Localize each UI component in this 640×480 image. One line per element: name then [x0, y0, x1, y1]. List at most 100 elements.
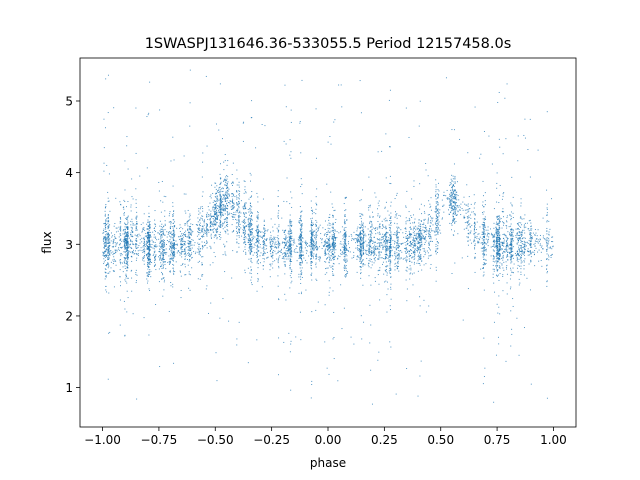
data-point — [300, 256, 302, 258]
data-point — [405, 257, 407, 259]
data-point — [244, 269, 246, 271]
data-point — [240, 212, 242, 214]
data-point — [124, 223, 126, 225]
data-point — [482, 253, 484, 255]
data-point — [209, 218, 211, 220]
data-point — [506, 254, 508, 256]
data-point — [493, 250, 495, 252]
data-point — [484, 259, 486, 261]
data-point — [136, 211, 138, 213]
data-point — [438, 213, 440, 215]
data-point — [456, 194, 458, 196]
data-point — [483, 249, 485, 251]
data-point — [162, 239, 164, 241]
data-point — [224, 194, 226, 196]
data-point — [510, 345, 512, 347]
data-point — [373, 252, 375, 254]
data-point — [497, 247, 499, 249]
data-point — [126, 253, 128, 255]
data-point — [150, 231, 152, 233]
data-point — [412, 222, 414, 224]
data-point — [299, 262, 301, 264]
data-point — [420, 360, 422, 362]
data-point — [499, 267, 501, 269]
data-point — [434, 231, 436, 233]
data-point — [127, 238, 129, 240]
data-point — [248, 244, 250, 246]
data-point — [147, 221, 149, 223]
data-point — [404, 247, 406, 249]
data-point — [523, 229, 525, 231]
data-point — [329, 258, 331, 260]
data-point — [130, 204, 132, 206]
data-point — [165, 248, 167, 250]
data-point — [187, 220, 189, 222]
data-point — [107, 252, 109, 254]
data-point — [344, 244, 346, 246]
data-point — [158, 268, 160, 270]
data-point — [465, 212, 467, 214]
data-point — [289, 154, 291, 156]
data-point — [161, 246, 163, 248]
data-point — [372, 243, 374, 245]
data-point — [389, 250, 391, 252]
data-point — [484, 229, 486, 231]
data-point — [225, 176, 227, 178]
data-point — [244, 218, 246, 220]
data-point — [302, 261, 304, 263]
data-point — [421, 237, 423, 239]
data-point — [315, 242, 317, 244]
data-point — [300, 219, 302, 221]
data-point — [437, 232, 439, 234]
data-point — [188, 235, 190, 237]
data-point — [517, 239, 519, 241]
data-point — [428, 200, 430, 202]
data-point — [397, 238, 399, 240]
data-point — [502, 208, 504, 210]
data-point — [454, 213, 456, 215]
data-point — [285, 250, 287, 252]
data-point — [284, 261, 286, 263]
data-point — [256, 225, 258, 227]
data-point — [161, 245, 163, 247]
data-point — [256, 252, 258, 254]
data-point — [377, 247, 379, 249]
data-point — [225, 197, 227, 199]
data-point — [429, 225, 431, 227]
data-point — [370, 245, 372, 247]
data-point — [107, 262, 109, 264]
data-point — [173, 231, 175, 233]
data-point — [300, 255, 302, 257]
data-point — [163, 261, 165, 263]
data-point — [158, 251, 160, 253]
data-point — [226, 178, 228, 180]
data-point — [513, 263, 515, 265]
data-point — [301, 247, 303, 249]
data-point — [370, 369, 372, 371]
data-point — [502, 257, 504, 259]
data-point — [189, 274, 191, 276]
data-point — [255, 230, 257, 232]
data-point — [159, 233, 161, 235]
data-point — [414, 257, 416, 259]
data-point — [220, 208, 222, 210]
data-point — [162, 257, 164, 259]
data-point — [217, 197, 219, 199]
data-point — [114, 223, 116, 225]
data-point — [131, 221, 133, 223]
data-point — [214, 216, 216, 218]
data-point — [530, 253, 532, 255]
data-point — [519, 225, 521, 227]
data-point — [370, 231, 372, 233]
data-point — [518, 251, 520, 253]
data-point — [521, 218, 523, 220]
data-point — [299, 239, 301, 241]
data-point — [450, 204, 452, 206]
data-point — [332, 241, 334, 243]
data-point — [212, 224, 214, 226]
data-point — [467, 205, 469, 207]
data-point — [345, 247, 347, 249]
data-point — [362, 229, 364, 231]
data-point — [332, 338, 334, 340]
data-point — [238, 243, 240, 245]
